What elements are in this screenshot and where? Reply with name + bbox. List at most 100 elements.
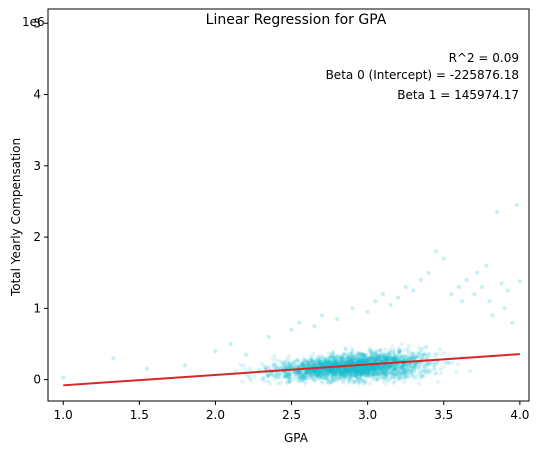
scatter-point [297, 379, 302, 384]
scatter-point [304, 375, 309, 380]
scatter-point [344, 375, 349, 380]
scatter-point [331, 355, 336, 360]
scatter-point [297, 363, 302, 368]
scatter-point [362, 355, 367, 360]
scatter-point [427, 360, 432, 365]
scatter-point [353, 366, 358, 371]
scatter-point [294, 372, 299, 376]
scatter-point [298, 364, 303, 369]
scatter-point [299, 361, 304, 366]
scatter-point [402, 362, 407, 367]
scatter-points [61, 203, 522, 386]
scatter-point [356, 370, 361, 375]
scatter-point [333, 370, 338, 375]
scatter-point [384, 359, 389, 364]
scatter-point [362, 369, 367, 374]
scatter-point [348, 370, 353, 375]
scatter-point [350, 373, 355, 378]
scatter-point [380, 365, 385, 370]
scatter-point [384, 367, 389, 372]
scatter-point [322, 360, 327, 365]
scatter-point [432, 366, 437, 370]
scatter-point [365, 366, 370, 371]
scatter-point [360, 355, 364, 359]
scatter-point [372, 367, 377, 372]
scatter-point [361, 368, 366, 373]
scatter-point [335, 368, 340, 373]
scatter-point [397, 349, 402, 354]
scatter-point [436, 351, 441, 356]
scatter-point [322, 361, 327, 366]
scatter-point [405, 361, 409, 366]
scatter-point [347, 369, 352, 374]
scatter-point [412, 364, 417, 369]
scatter-point [351, 380, 356, 385]
scatter-point [366, 370, 371, 375]
scatter-point [287, 371, 292, 376]
regression-line [63, 353, 520, 387]
scatter-point [421, 353, 426, 358]
scatter-point [363, 360, 368, 365]
scatter-point [369, 349, 374, 354]
scatter-point [369, 367, 374, 372]
scatter-point [372, 350, 377, 355]
scatter-point [400, 357, 405, 362]
scatter-point [360, 372, 365, 377]
scatter-point [290, 361, 295, 365]
scatter-point [283, 374, 288, 378]
scatter-point [364, 358, 369, 363]
scatter-point [385, 364, 389, 369]
scatter-point [365, 360, 370, 365]
scatter-point [339, 369, 344, 374]
scatter-point [341, 360, 346, 365]
scatter-point [324, 361, 329, 366]
scatter-point [378, 367, 382, 372]
scatter-point [294, 364, 299, 369]
scatter-point [307, 372, 312, 377]
scatter-point [350, 371, 355, 376]
scatter-point [464, 277, 469, 282]
scatter-point [361, 368, 365, 373]
scatter-point [342, 361, 347, 366]
scatter-point [358, 379, 363, 384]
scatter-point [379, 357, 384, 362]
scatter-point [395, 371, 400, 376]
scatter-point [357, 366, 362, 371]
scatter-point [309, 371, 314, 376]
scatter-point [308, 371, 313, 376]
scatter-point [308, 370, 313, 375]
scatter-point [312, 372, 317, 377]
scatter-point [328, 368, 333, 373]
scatter-point [367, 373, 372, 378]
scatter-point [353, 361, 358, 366]
scatter-point [392, 354, 397, 359]
scatter-point [362, 378, 367, 383]
scatter-point [350, 356, 355, 360]
scatter-point [409, 356, 414, 361]
scatter-point [283, 360, 288, 365]
scatter-point [349, 351, 354, 356]
scatter-point [386, 370, 391, 375]
scatter-point [325, 360, 330, 365]
scatter-point [333, 359, 338, 364]
scatter-point [397, 346, 401, 351]
scatter-point [377, 372, 382, 377]
scatter-point [261, 375, 266, 380]
scatter-point [368, 367, 373, 371]
scatter-point [278, 359, 283, 364]
scatter-point [382, 363, 387, 368]
scatter-point [378, 371, 383, 376]
scatter-point [343, 369, 348, 373]
scatter-point [341, 352, 346, 357]
scatter-point [355, 366, 360, 371]
scatter-point [414, 363, 419, 368]
scatter-point [372, 367, 377, 372]
scatter-point [400, 363, 405, 367]
scatter-point [309, 363, 314, 368]
scatter-point [364, 358, 369, 363]
scatter-point [328, 379, 333, 383]
scatter-point [273, 373, 278, 378]
scatter-point [382, 356, 387, 361]
scatter-point [411, 365, 416, 370]
scatter-point [336, 368, 341, 373]
